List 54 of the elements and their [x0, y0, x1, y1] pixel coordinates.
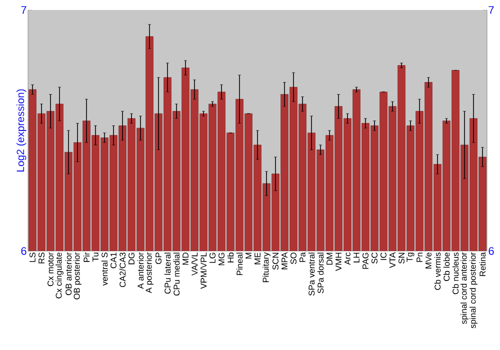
- x-tick-label: Pituitary: [262, 252, 270, 282]
- x-tick-label: CPu medial: [173, 252, 180, 296]
- x-tick-label: MVe: [426, 252, 432, 268]
- y2-tick-label: 6: [488, 247, 494, 255]
- x-tick-label: spinal cord anterior: [460, 252, 468, 324]
- x-tick-label: DG: [128, 252, 134, 264]
- x-tick-label: CPu lateral: [164, 252, 171, 294]
- x-tick-label: LH: [354, 252, 360, 262]
- x-tick-label: Cb lobe: [443, 252, 450, 281]
- x-tick-label: Cx cingulate: [56, 252, 64, 298]
- x-tick-label: SPa dorsal: [317, 252, 324, 294]
- x-tick-label: ventral S: [101, 252, 108, 286]
- x-tick-label: SCN: [272, 252, 278, 270]
- x-tick-label: MD: [182, 252, 188, 265]
- x-tick-label: DM: [326, 252, 332, 265]
- x-tick-label: RS: [38, 252, 44, 264]
- x-tick-label: LS: [30, 252, 36, 262]
- x-tick-label: VA/VL: [191, 252, 198, 276]
- x-tick-label: Tu: [92, 252, 98, 262]
- y2-tick-label: 7: [488, 6, 494, 14]
- x-tick-label: ME: [254, 252, 260, 264]
- x-tick-label: spinal cord posterior: [470, 252, 478, 328]
- x-tick-label: MG: [218, 252, 224, 266]
- x-tick-label: CA2/CA3: [119, 252, 126, 288]
- x-tick-label: LG: [210, 252, 216, 263]
- x-tick-label: Cb vermis: [434, 252, 441, 290]
- x-tick-label: Pir: [83, 252, 90, 262]
- x-tick-label: SO: [290, 252, 296, 264]
- x-tick-label: VTA: [390, 252, 396, 268]
- x-tick-label: SPa ventral: [308, 252, 315, 296]
- x-tick-label: A posterior: [146, 252, 154, 294]
- x-tick-label: A anterior: [137, 252, 144, 289]
- x-tick-label: OB posterior: [74, 252, 82, 300]
- x-tick-label: GP: [156, 252, 162, 264]
- x-tick-label: Tg: [406, 252, 414, 262]
- x-tick-label: VMH: [336, 252, 342, 271]
- x-tick-label: Cx motor: [48, 252, 54, 286]
- x-tick-label: OB anterior: [65, 252, 72, 296]
- x-tick-label: SC: [372, 252, 378, 264]
- x-tick-label: Arc: [344, 252, 350, 265]
- x-tick-label: Pa: [300, 252, 306, 262]
- x-tick-label: CA1: [110, 252, 116, 268]
- x-tick-label: Retina: [479, 252, 486, 276]
- x-tick-label: Cb nucleus: [452, 252, 459, 294]
- x-tick-label: MPA: [282, 252, 288, 270]
- x-tick-label: VPM/VPL: [200, 252, 207, 289]
- x-tick-label: PAG: [362, 252, 368, 269]
- x-tick-label: M: [246, 252, 252, 259]
- x-tick-label: IC: [380, 252, 386, 260]
- y-axis-title: Log2 (expression): [16, 89, 26, 172]
- x-tick-label: Pineal: [236, 252, 243, 276]
- x-tick-label: Hb: [227, 252, 234, 262]
- x-tick-label: SN: [398, 252, 404, 264]
- x-tick-label: Pn: [416, 252, 422, 262]
